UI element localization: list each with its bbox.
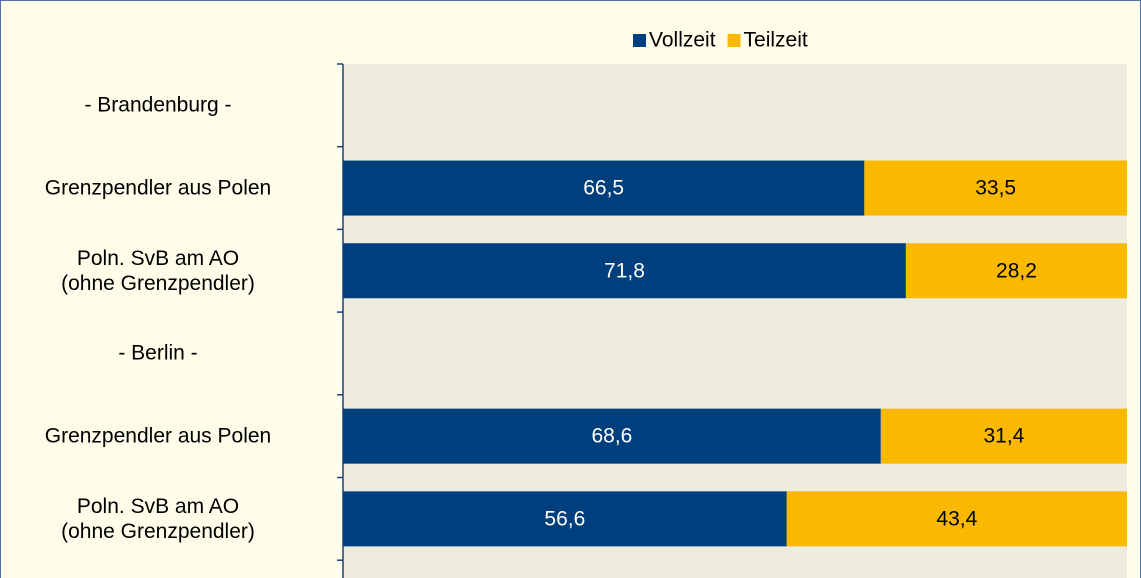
value-label: 71,8 xyxy=(604,259,645,282)
category-label: Poln. SvB am AO (ohne Grenzpendler) xyxy=(61,246,255,295)
legend-label: Vollzeit xyxy=(649,29,716,52)
value-label: 33,5 xyxy=(975,177,1016,200)
bar-segment xyxy=(905,243,1127,299)
legend-swatch xyxy=(633,34,646,47)
value-label: 56,6 xyxy=(544,507,585,530)
value-label: 66,5 xyxy=(583,177,624,200)
category-label: Grenzpendler aus Polen xyxy=(44,176,272,200)
value-label: 43,4 xyxy=(936,507,977,530)
legend-swatch xyxy=(727,34,741,47)
value-label: 68,6 xyxy=(591,425,632,448)
bar-segment xyxy=(880,408,1127,464)
value-label: 28,2 xyxy=(996,259,1037,282)
bar-segment xyxy=(343,408,881,464)
legend-label: Teilzeit xyxy=(744,29,808,52)
bar-segment xyxy=(864,160,1127,216)
bar-segment xyxy=(343,243,906,299)
category-label: - Brandenburg - xyxy=(84,93,232,117)
bar-segment xyxy=(343,160,865,216)
category-label: Poln. SvB am AO (ohne Grenzpendler) xyxy=(61,494,255,543)
bar-segment xyxy=(786,491,1127,547)
bar-segment xyxy=(343,491,787,547)
category-label: - Berlin - xyxy=(118,341,198,365)
category-label: Grenzpendler aus Polen xyxy=(44,424,272,448)
value-label: 31,4 xyxy=(983,425,1024,448)
